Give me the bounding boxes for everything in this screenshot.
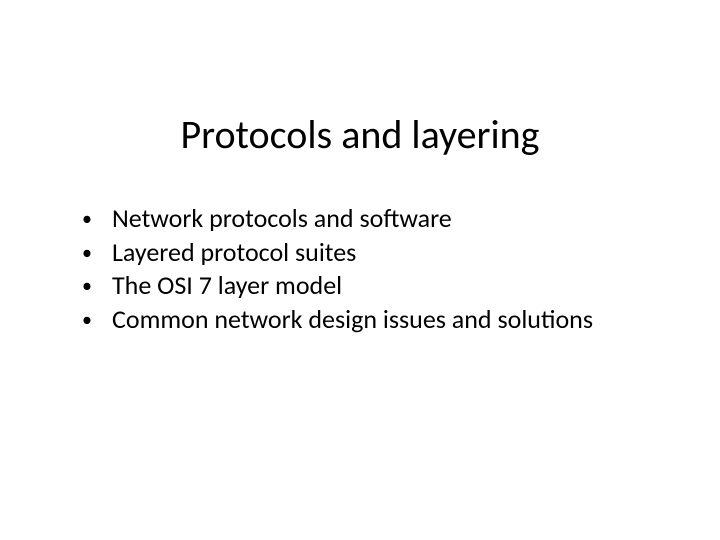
list-item: The OSI 7 layer model [82, 270, 660, 302]
bullet-list: Network protocols and software Layered p… [0, 203, 720, 336]
list-item: Common network design issues and solutio… [82, 304, 660, 336]
list-item: Layered protocol suites [82, 237, 660, 269]
list-item: Network protocols and software [82, 203, 660, 235]
slide-title: Protocols and layering [0, 110, 720, 159]
slide: Protocols and layering Network protocols… [0, 0, 720, 540]
